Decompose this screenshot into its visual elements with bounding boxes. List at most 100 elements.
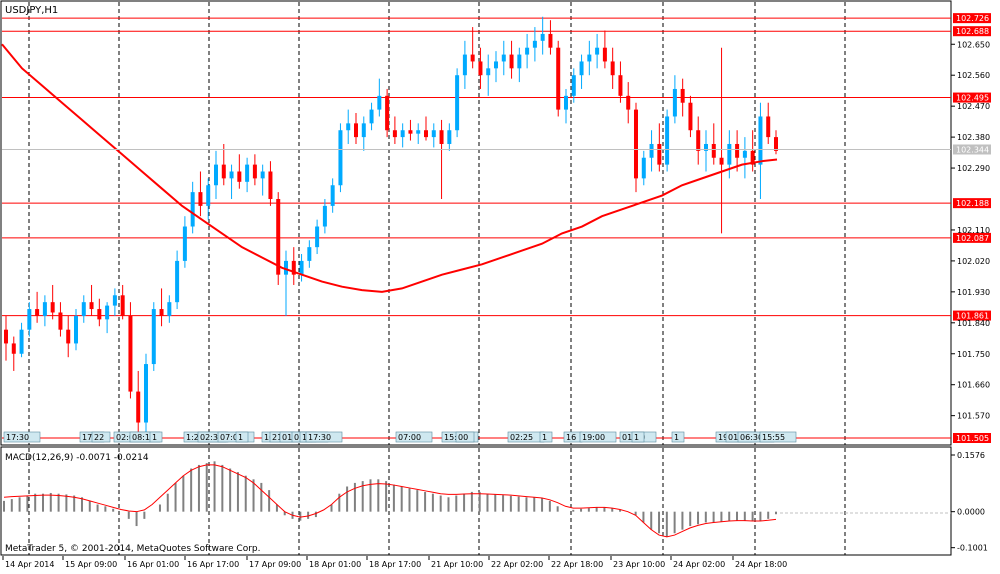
event-tag-label: 17:30: [308, 433, 331, 442]
level-label-box: [953, 92, 991, 103]
time-tick-label: 21 Apr 10:00: [431, 560, 483, 569]
candle-body: [486, 68, 491, 76]
candle-body: [299, 260, 304, 275]
level-label: 101.861: [956, 312, 989, 321]
time-tick-label: 18 Apr 17:00: [369, 560, 421, 569]
candle-body: [175, 260, 180, 303]
time-tick-label: 16 Apr 01:00: [127, 560, 179, 569]
level-label: 101.505: [956, 434, 989, 443]
level-label-box: [953, 13, 991, 24]
event-tag-label: 02:25: [510, 433, 533, 442]
time-tick-label: 24 Apr 02:00: [673, 560, 725, 569]
candle-body: [307, 247, 312, 261]
footer-copyright: MetaTrader 5, © 2001-2014, MetaQuotes So…: [5, 544, 261, 554]
event-tag-box: [759, 431, 797, 443]
candle-body: [400, 130, 405, 138]
current-price-box: [953, 144, 991, 155]
candle-body: [97, 309, 102, 320]
candle-body: [268, 171, 273, 200]
candle-body: [424, 130, 428, 138]
candle-body: [346, 123, 351, 131]
event-tag-label: 00: [458, 433, 468, 442]
candle-body: [672, 88, 677, 117]
candle-body: [758, 116, 763, 165]
candle-body: [719, 157, 724, 165]
candle-body: [447, 130, 452, 144]
event-tag-box: [3, 431, 41, 443]
event-tag-label: 1: [302, 433, 307, 442]
candle-body: [571, 75, 576, 96]
candle-body: [11, 343, 16, 354]
event-tag-label: 08:1: [132, 433, 150, 442]
candle-body: [81, 302, 86, 316]
candle-body: [35, 309, 40, 316]
candle-body: [151, 309, 156, 365]
candlesticks: [4, 16, 778, 440]
candle-body: [245, 164, 250, 182]
candle-body: [315, 226, 320, 248]
candle-body: [509, 54, 514, 69]
candle-body: [408, 130, 413, 134]
candle-body: [602, 47, 607, 62]
candle-body: [494, 61, 498, 69]
candle-body: [58, 312, 63, 330]
candle-body: [766, 116, 771, 138]
candle-body: [439, 130, 444, 144]
event-tag-label: 19:00: [582, 433, 605, 442]
event-tag-label: 07:00: [398, 433, 421, 442]
event-tag-label: 06:30: [740, 433, 763, 442]
candle-body: [665, 116, 670, 165]
candle-body: [369, 109, 374, 124]
candle-body: [128, 315, 133, 392]
price-tick-label: 101.570: [957, 412, 990, 421]
candle-body: [517, 54, 522, 69]
macd-tick-label: -0.1001: [957, 544, 988, 553]
candle-body: [136, 391, 141, 423]
event-tag-label: 1: [634, 433, 639, 442]
candle-body: [610, 61, 615, 76]
macd-signal-line: [3, 464, 777, 538]
horizontal-level-lines: 102.726 102.688 102.495 102.188 102.087 101.8…: [2, 13, 991, 443]
candle-body: [735, 143, 740, 158]
candle-body: [354, 123, 358, 138]
event-tag-box: [305, 431, 343, 443]
macd-label: MACD(12,26,9) -0.0071 -0.0214: [5, 453, 149, 463]
candle-body: [338, 130, 343, 186]
candle-body: [696, 130, 701, 151]
candle-body: [66, 329, 71, 344]
candle-body: [532, 40, 537, 48]
macd-tick-label: 0.0000: [957, 508, 985, 517]
event-tag-box: [149, 431, 163, 443]
price-tick-label: 101.660: [957, 381, 990, 390]
candle-body: [634, 109, 638, 179]
candle-body: [455, 75, 460, 131]
candle-body: [19, 329, 24, 354]
candle-body: [548, 33, 553, 48]
current-price-label: 102.344: [956, 145, 989, 154]
candle-body: [579, 61, 584, 76]
event-tag-label: 17:30: [6, 433, 29, 442]
candle-body: [4, 329, 8, 344]
time-tick-label: 22 Apr 18:00: [551, 560, 603, 569]
candle-body: [680, 88, 685, 103]
candle-body: [688, 102, 693, 131]
event-tag-label: 22: [94, 433, 104, 442]
candle-body: [229, 171, 234, 179]
candle-body: [276, 199, 281, 275]
event-tag-label: 15:55: [762, 433, 785, 442]
event-tag-label: 15:07: [444, 433, 467, 442]
candle-body: [237, 171, 242, 182]
event-tag-label: 1: [542, 433, 547, 442]
event-tag-box: [455, 431, 475, 443]
macd-histogram: [3, 461, 777, 537]
candle-body: [182, 226, 187, 261]
price-tick-label: 102.110: [957, 226, 990, 235]
candle-body: [540, 33, 545, 41]
event-tag-box: [91, 431, 111, 443]
level-label: 102.726: [956, 14, 989, 23]
event-tag-label: 01:3: [728, 433, 746, 442]
event-tag-label: 21:: [272, 433, 285, 442]
macd-axis: 0.1576 0.0000 -0.1001: [951, 451, 988, 553]
